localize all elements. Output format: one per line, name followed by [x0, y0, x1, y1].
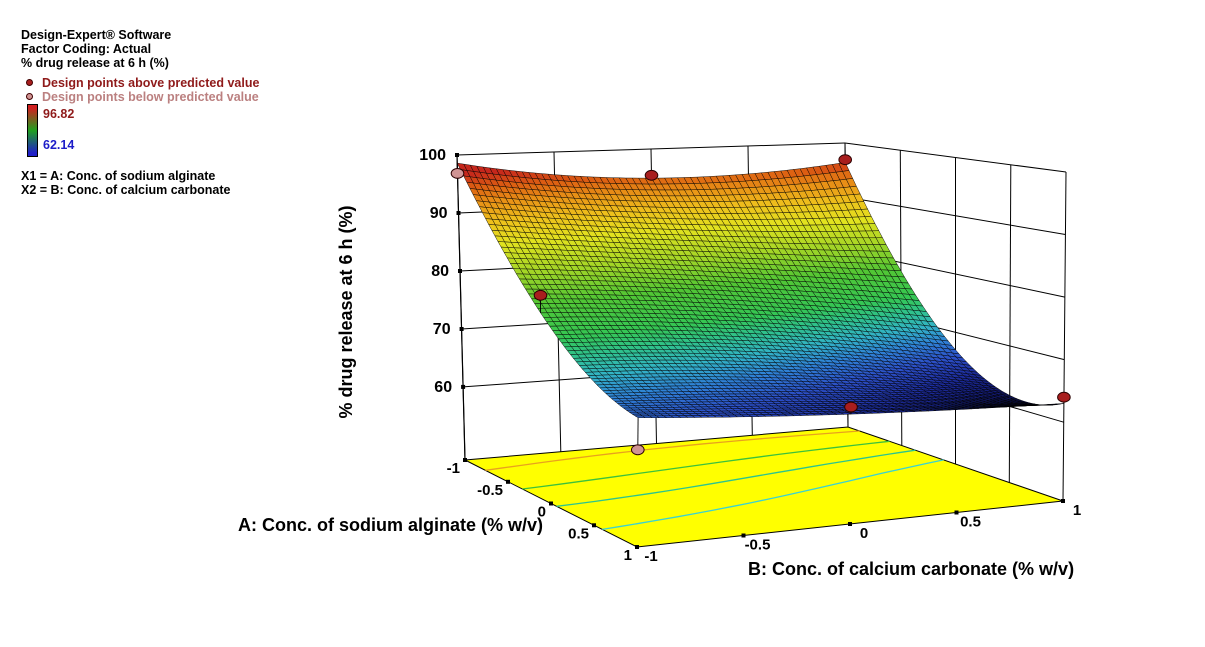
software-title: Design-Expert® Software: [21, 28, 172, 42]
z-axis-title: % drug release at 6 h (%): [336, 205, 356, 418]
design-point-above: [844, 401, 858, 413]
z-tick-label: 100: [419, 147, 446, 164]
z-axis: [456, 154, 466, 461]
points-above-label: Design points above predicted value: [42, 76, 260, 90]
response-name: % drug release at 6 h (%): [21, 56, 169, 70]
points-below-label: Design points below predicted value: [42, 90, 259, 104]
design-point-above: [838, 154, 853, 166]
b-tick-label: -0.5: [745, 537, 771, 554]
scale-min-value: 62.14: [43, 138, 75, 152]
b-tick-label: 1: [1073, 502, 1081, 519]
z-tick-label: 70: [433, 321, 451, 338]
a-tick-label: 1: [624, 547, 632, 564]
b-axis-title: B: Conc. of calcium carbonate (% w/v): [748, 559, 1074, 579]
z-tick-label: 90: [430, 205, 448, 222]
b-tick-label: 0.5: [960, 514, 981, 531]
a-tick-label: 0: [538, 504, 546, 521]
color-scale-bar: [27, 104, 38, 157]
floor-contours: [485, 430, 944, 531]
x2-factor-line: X2 = B: Conc. of calcium carbonate: [21, 183, 231, 197]
axis-ticks-and-labels: 60 70 80 90 100 -1 -0.5 0 0.5 1 -1 -0.5 0 0.5 1: [419, 147, 1081, 565]
b-tick-label: -1: [644, 548, 657, 565]
design-point-below-icon: [26, 93, 33, 100]
b-tick-label: 0: [860, 525, 868, 542]
x1-factor-line: X1 = A: Conc. of sodium alginate: [21, 169, 216, 183]
axis-titles: A: Conc. of sodium alginate (% w/v) B: Co…: [238, 205, 1074, 579]
response-surface-mesh: [456, 162, 1064, 418]
a-tick-label: -0.5: [477, 482, 503, 499]
scale-max-value: 96.82: [43, 107, 75, 121]
a-tick-label: 0.5: [568, 525, 589, 542]
legend-panel: Design-Expert® Software Factor Coding: A…: [0, 0, 330, 210]
design-point-above: [533, 289, 548, 301]
z-tick-label: 60: [434, 379, 452, 396]
design-point-below: [631, 444, 645, 456]
a-tick-label: -1: [447, 460, 460, 477]
a-axis-title: A: Conc. of sodium alginate (% w/v): [238, 515, 543, 535]
design-point-above: [1057, 391, 1071, 403]
factor-coding: Factor Coding: Actual: [21, 42, 152, 56]
design-point-above: [644, 169, 659, 181]
design-point-below: [450, 168, 465, 179]
design-point-above-icon: [26, 79, 33, 86]
design-points: [450, 154, 1071, 456]
z-tick-label: 80: [431, 263, 449, 280]
